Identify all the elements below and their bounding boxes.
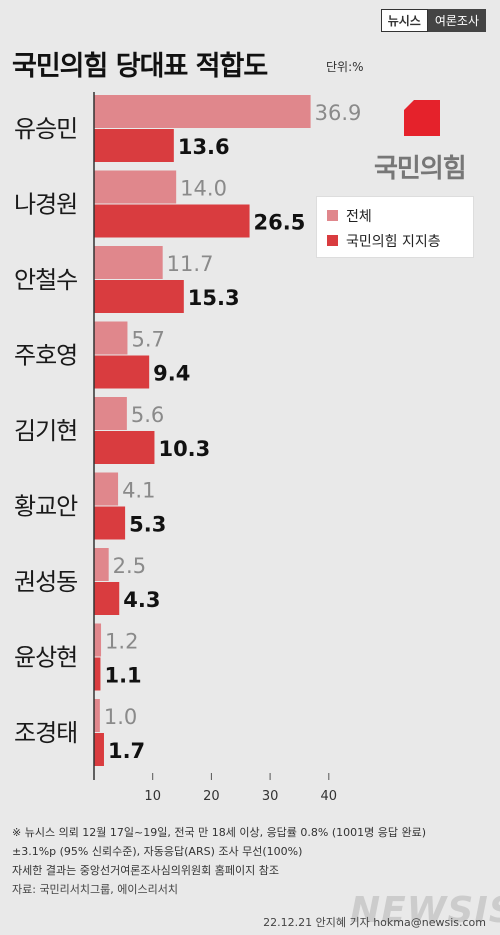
bar-overall: [94, 170, 177, 204]
category-label: 안철수: [14, 266, 77, 294]
bar-supporters: [94, 280, 184, 313]
chart-legend: 전체 국민의힘 지지층: [316, 196, 474, 258]
x-tick-label: 10: [144, 789, 161, 804]
bar-overall: [94, 548, 109, 581]
source-line: 자료: 국민리서치그룹, 에이스리서치: [12, 883, 178, 896]
category-label: 유승민: [14, 115, 77, 143]
legend-swatch-overall: [327, 210, 338, 221]
value-label-supporters: 4.3: [123, 588, 160, 612]
value-label-supporters: 10.3: [158, 437, 210, 461]
bar-overall: [94, 246, 163, 279]
bar-supporters: [94, 506, 126, 540]
legend-item-overall: 전체: [327, 203, 463, 228]
value-label-supporters: 15.3: [188, 286, 240, 310]
legend-swatch-supporters: [327, 235, 338, 246]
value-label-overall: 14.0: [180, 177, 227, 201]
bar-supporters: [94, 431, 155, 464]
bar-overall: [94, 95, 311, 128]
value-label-overall: 1.0: [104, 705, 137, 729]
value-label-supporters: 26.5: [254, 211, 306, 235]
value-label-overall: 1.2: [105, 630, 138, 654]
watermark: NEWSIS: [350, 890, 500, 931]
bar-overall: [94, 321, 128, 355]
brand-agency: 뉴시스: [380, 9, 428, 32]
brand-tag: 뉴시스 여론조사: [380, 9, 486, 32]
brand-section: 여론조사: [427, 9, 486, 32]
value-label-supporters: 13.6: [178, 135, 230, 159]
byline: 22.12.21 안지혜 기자 hokma@newsis.com: [263, 916, 486, 929]
value-label-overall: 5.6: [131, 403, 164, 427]
party-logo-icon: [404, 100, 440, 136]
category-label: 황교안: [14, 493, 78, 521]
bar-supporters: [94, 733, 104, 766]
notes: ※ 뉴시스 의뢰 12월 17일~19일, 전국 만 18세 이상, 응답률 0…: [12, 823, 492, 899]
category-label: 주호영: [14, 342, 77, 370]
bar-overall: [94, 397, 127, 430]
bar-supporters: [94, 355, 150, 389]
category-label: 김기현: [14, 417, 77, 445]
x-tick-label: 40: [321, 789, 338, 804]
category-label: 권성동: [14, 568, 77, 596]
bar-supporters: [94, 657, 101, 691]
note-line: 자세한 결과는 중앙선거여론조사심의위원회 홈페이지 참조: [12, 864, 279, 877]
bar-supporters: [94, 204, 250, 238]
value-label-supporters: 1.7: [108, 739, 145, 763]
bar-overall: [94, 472, 119, 506]
note-line: ±3.1%p (95% 신뢰수준), 자동응답(ARS) 조사 무선(100%): [12, 845, 303, 858]
bar-supporters: [94, 582, 120, 615]
bar-supporters: [94, 129, 174, 162]
value-label-supporters: 9.4: [153, 362, 190, 386]
category-label: 윤상현: [14, 644, 77, 672]
legend-item-supporters: 국민의힘 지지층: [327, 228, 463, 253]
bar-chart: 유승민 36.9 13.6 나경원 14.0 26.5 안철수 11.7 15.3 주호영 5.7 9…: [14, 92, 362, 804]
legend-label-overall: 전체: [346, 208, 372, 225]
bar-overall: [94, 699, 100, 732]
chart-title: 국민의힘 당대표 적합도: [12, 51, 268, 82]
x-tick-label: 20: [203, 789, 220, 804]
party-logo-text: 국민의힘: [374, 154, 467, 184]
value-label-supporters: 1.1: [104, 664, 141, 688]
category-label: 조경태: [14, 719, 77, 747]
value-label-overall: 5.7: [131, 328, 164, 352]
legend-label-supporters: 국민의힘 지지층: [346, 233, 441, 250]
value-label-supporters: 5.3: [129, 513, 166, 537]
note-line: ※ 뉴시스 의뢰 12월 17일~19일, 전국 만 18세 이상, 응답률 0…: [12, 826, 427, 839]
bar-overall: [94, 623, 102, 657]
party-logo: 국민의힘: [374, 98, 484, 185]
value-label-overall: 11.7: [167, 252, 214, 276]
value-label-overall: 4.1: [122, 479, 155, 503]
x-tick-label: 30: [262, 789, 279, 804]
category-label: 나경원: [14, 191, 77, 219]
unit-label: 단위:%: [326, 60, 364, 74]
value-label-overall: 2.5: [113, 554, 146, 578]
value-label-overall: 36.9: [315, 101, 362, 125]
